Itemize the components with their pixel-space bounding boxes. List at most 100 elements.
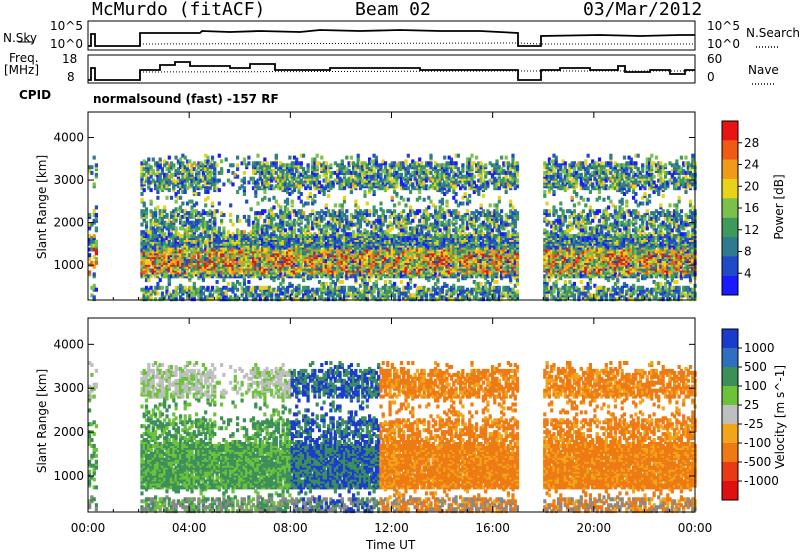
- data-cell: [256, 178, 260, 183]
- data-cell: [163, 180, 167, 185]
- data-cell: [386, 295, 390, 300]
- data-cell: [201, 297, 205, 302]
- data-cell: [406, 264, 410, 269]
- data-cell: [329, 163, 333, 168]
- data-cell: [279, 186, 283, 191]
- data-cell: [427, 245, 431, 250]
- data-cell: [183, 236, 187, 240]
- data-cell: [336, 169, 340, 173]
- data-cell: [324, 222, 328, 227]
- data-cell: [265, 270, 269, 275]
- data-cell: [297, 161, 301, 166]
- data-cell: [383, 180, 388, 185]
- data-cell: [395, 184, 399, 189]
- data-cell: [199, 285, 203, 290]
- data-cell: [179, 268, 183, 273]
- data-cell: [88, 165, 92, 170]
- data-cell: [311, 226, 315, 231]
- data-cell: [140, 172, 144, 177]
- data-cell: [185, 201, 190, 206]
- data-cell: [397, 255, 401, 260]
- data-cell: [406, 251, 410, 256]
- data-cell: [306, 201, 310, 206]
- data-cell: [220, 287, 224, 292]
- data-cell: [242, 214, 246, 219]
- data-cell: [331, 251, 335, 256]
- data-cell: [254, 239, 258, 244]
- data-cell: [320, 163, 324, 168]
- data-cell: [422, 186, 426, 191]
- data-cell: [158, 226, 162, 231]
- data-cell: [90, 236, 94, 240]
- data-cell: [163, 205, 167, 210]
- data-cell: [345, 224, 349, 229]
- data-cell: [233, 249, 237, 254]
- data-cell: [251, 186, 256, 191]
- data-cell: [181, 226, 185, 231]
- data-cell: [345, 232, 349, 237]
- data-cell: [340, 253, 344, 258]
- data-cell: [140, 161, 144, 166]
- data-cell: [409, 213, 413, 217]
- data-cell: [358, 165, 363, 170]
- data-cell: [381, 216, 385, 221]
- data-cell: [422, 289, 426, 294]
- data-cell: [333, 178, 337, 183]
- data-cell: [270, 222, 274, 227]
- data-cell: [210, 262, 215, 267]
- data-cell: [379, 184, 383, 189]
- data-cell: [317, 174, 322, 179]
- data-cell: [149, 209, 153, 214]
- data-cell: [238, 281, 242, 286]
- data-cell: [181, 167, 185, 172]
- data-cell: [311, 157, 315, 162]
- data-cell: [154, 297, 158, 302]
- data-cell: [242, 278, 246, 283]
- data-cell: [322, 297, 326, 302]
- data-cell: [347, 266, 351, 271]
- data-cell: [352, 170, 356, 175]
- data-cell: [363, 178, 367, 183]
- data-cell: [409, 205, 413, 210]
- data-cell: [286, 186, 290, 191]
- data-cell: [379, 176, 383, 181]
- data-cell: [263, 190, 267, 194]
- data-cell: [295, 247, 299, 252]
- data-cell: [331, 257, 335, 261]
- data-cell: [222, 291, 226, 296]
- data-cell: [149, 295, 153, 300]
- data-cell: [320, 209, 324, 214]
- data-cell: [429, 184, 433, 189]
- data-cell: [195, 291, 199, 296]
- data-cell: [381, 159, 385, 164]
- beam-title: Beam 02: [355, 0, 431, 20]
- data-cell: [279, 205, 283, 210]
- data-cell: [181, 285, 185, 290]
- data-cell: [208, 264, 212, 269]
- data-cell: [424, 207, 429, 212]
- data-cell: [399, 176, 403, 181]
- data-cell: [256, 270, 260, 275]
- data-cell: [322, 262, 326, 267]
- data-cell: [390, 178, 394, 183]
- data-cell: [420, 170, 424, 175]
- data-cell: [292, 161, 297, 166]
- data-cell: [292, 218, 297, 223]
- data-cell: [215, 280, 219, 284]
- data-cell: [92, 155, 96, 160]
- data-cell: [363, 278, 367, 283]
- data-cell: [229, 262, 233, 267]
- data-cell: [215, 234, 219, 239]
- data-cell: [299, 165, 303, 170]
- data-cell: [149, 170, 153, 175]
- data-cell: [322, 186, 326, 191]
- data-cell: [151, 178, 155, 183]
- data-cell: [377, 276, 381, 281]
- data-cell: [179, 220, 183, 225]
- data-cell: [395, 239, 399, 244]
- data-cell: [286, 207, 290, 212]
- data-cell: [345, 170, 349, 175]
- data-cell: [88, 234, 92, 239]
- data-cell: [418, 228, 422, 233]
- data-cell: [154, 211, 158, 216]
